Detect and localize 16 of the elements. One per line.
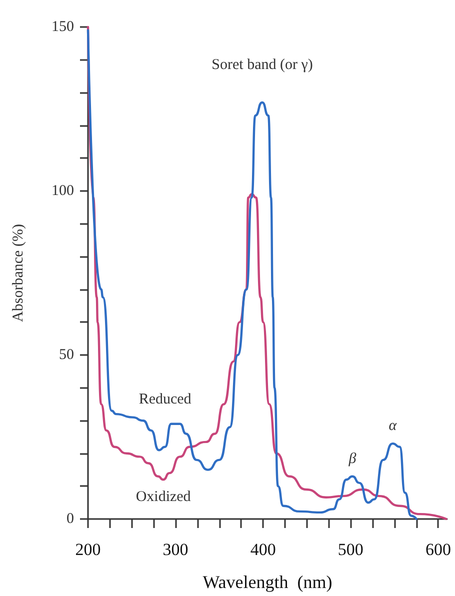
annotation: β [348,450,357,467]
y-tick-label: 50 [59,347,74,363]
x-tick-label: 300 [162,540,188,559]
series-label: Reduced [138,391,192,408]
annotation: Soret band (or γ) [212,56,313,73]
x-tick-label: 600 [425,540,451,559]
x-axis-title: Wavelength (nm) [202,572,332,592]
y-axis-title: Absorbance (%) [10,224,26,322]
x-tick-label: 500 [338,540,364,559]
series-label: Oxidized [136,489,192,506]
annotation: α [388,418,398,434]
y-tick-label: 100 [52,183,74,199]
y-tick-label: 0 [66,511,74,527]
x-tick-label: 200 [75,540,101,559]
x-tick-label: 400 [250,540,276,559]
y-tick-label: 150 [52,19,74,35]
